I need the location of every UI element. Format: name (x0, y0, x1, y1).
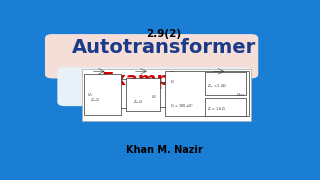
Text: $Z_{eq}/2$: $Z_{eq}/2$ (132, 98, 143, 105)
Text: $V_2$: $V_2$ (151, 94, 158, 102)
Text: $I_2$: $I_2$ (170, 78, 175, 86)
Bar (82, 69, 251, 121)
FancyBboxPatch shape (45, 34, 258, 78)
Text: $V_1$: $V_1$ (87, 91, 94, 99)
Bar (84, 74, 121, 115)
Text: $Z_L=1.6\,\Omega$: $Z_L=1.6\,\Omega$ (207, 105, 226, 113)
Text: Autotransformer: Autotransformer (72, 38, 256, 57)
Bar (205, 72, 246, 95)
Text: Example 2.8: Example 2.8 (102, 71, 226, 89)
Text: $V_2=100\angle 0°$: $V_2=100\angle 0°$ (170, 103, 194, 111)
FancyBboxPatch shape (57, 67, 251, 106)
Text: $V_{out}$: $V_{out}$ (236, 91, 246, 99)
Bar (126, 78, 160, 111)
Text: 2.9(2): 2.9(2) (147, 29, 181, 39)
Text: Khan M. Nazir: Khan M. Nazir (126, 145, 202, 155)
Bar (205, 98, 246, 116)
Text: $Z_{eq}/2$: $Z_{eq}/2$ (90, 96, 101, 103)
Text: $Z_{eq}=1.2\,\Omega$: $Z_{eq}=1.2\,\Omega$ (207, 82, 227, 89)
Bar (165, 71, 249, 116)
